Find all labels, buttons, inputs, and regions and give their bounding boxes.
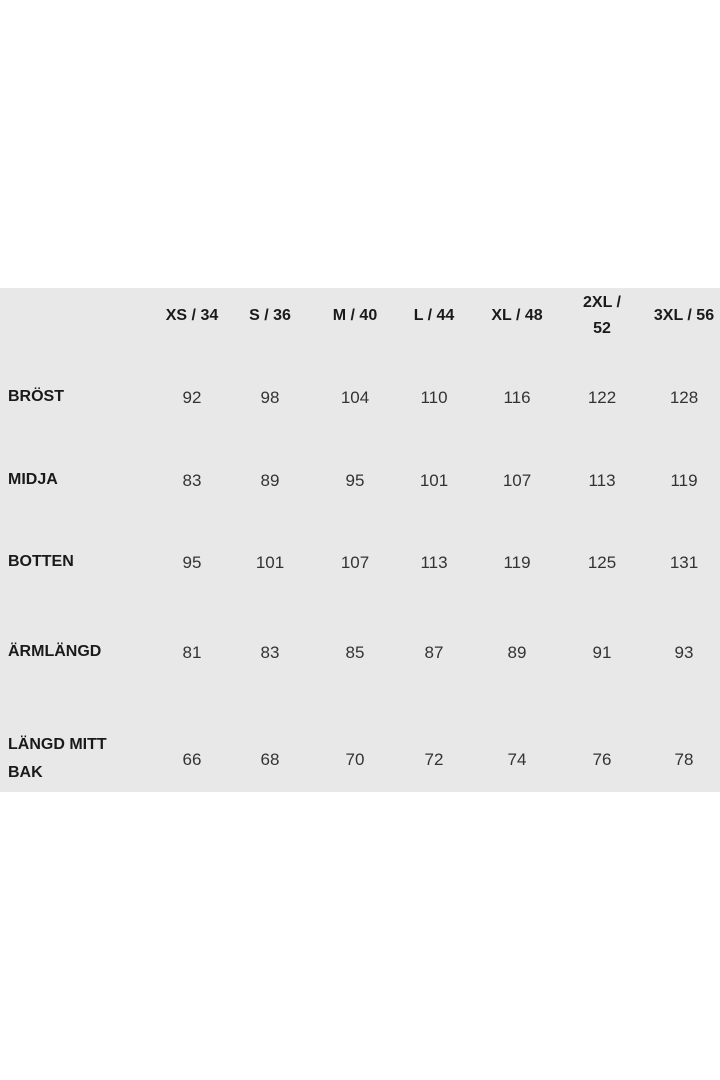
measurement-cell: 92 [182,388,202,407]
measurement-cell: 104 [340,388,370,407]
row-label: LÄNGD MITT BAK [8,736,107,781]
row-label: BRÖST [8,388,64,405]
measurement-cell: 110 [420,388,448,407]
row-label: BOTTEN [8,553,74,570]
row-label: ÄRMLÄNGD [8,643,102,660]
measurement-cell: 98 [260,388,280,407]
measurement-cell: 119 [503,553,531,572]
measurement-cell: 81 [182,643,202,662]
measurement-cell: 93 [674,643,694,662]
measurement-cell: 74 [507,750,527,769]
measurement-cell: 70 [345,750,365,769]
measurement-cell: 128 [669,388,699,407]
measurement-cell: 101 [419,471,449,490]
measurement-cell: 113 [420,553,448,572]
measurement-cell: 83 [260,643,280,662]
measurement-cell: 131 [669,553,699,572]
column-header: XS / 34 [165,307,219,324]
measurement-cell: 113 [588,471,616,490]
measurement-cell: 87 [424,643,444,662]
column-header: M / 40 [332,307,378,324]
column-header: XL / 48 [491,307,543,324]
measurement-cell: 89 [260,471,280,490]
measurement-cell: 119 [670,471,698,490]
measurement-cell: 66 [182,750,202,769]
measurement-cell: 101 [255,553,285,572]
measurement-cell: 76 [592,750,612,769]
measurement-cell: 91 [592,643,612,662]
row-label: MIDJA [8,471,58,488]
size-chart-table: XS / 34 S / 36 M / 40 L / 44 XL / 48 2XL / 52… [0,288,720,792]
measurement-cell: 122 [587,388,617,407]
column-header: 3XL / 56 [653,307,715,324]
measurement-cell: 95 [345,471,365,490]
measurement-cell: 89 [507,643,527,662]
measurement-cell: 78 [674,750,694,769]
measurement-cell: 72 [424,750,444,769]
measurement-cell: 125 [587,553,617,572]
measurement-cell: 95 [182,553,202,572]
column-header: 2XL / 52 [583,294,621,337]
measurement-cell: 68 [260,750,280,769]
measurement-cell: 107 [340,553,370,572]
measurement-cell: 116 [503,388,531,407]
column-header: L / 44 [413,307,455,324]
column-header: S / 36 [249,307,291,324]
measurement-cell: 83 [182,471,202,490]
measurement-cell: 107 [502,471,532,490]
measurement-cell: 85 [345,643,365,662]
